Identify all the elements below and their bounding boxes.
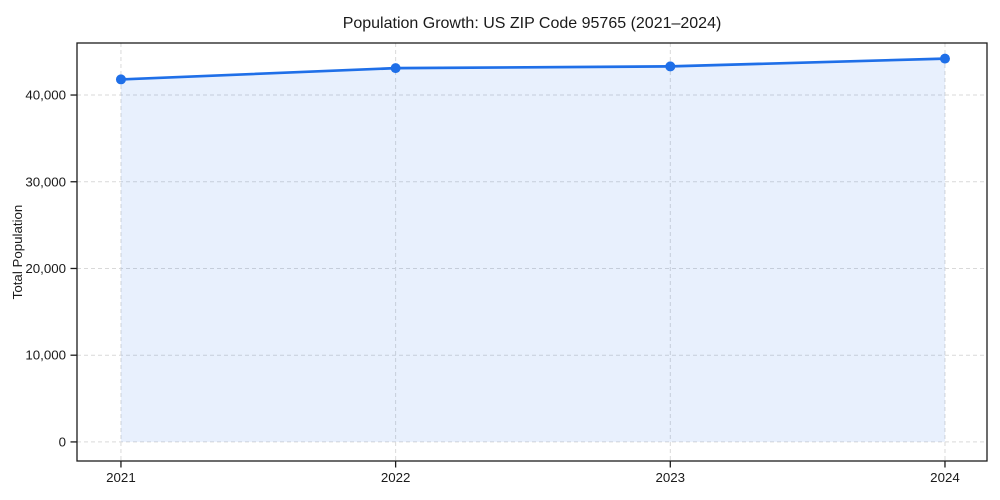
y-tick-label: 10,000 — [25, 348, 66, 363]
data-point-2024 — [939, 53, 950, 64]
chart-title: Population Growth: US ZIP Code 95765 (20… — [343, 15, 722, 32]
y-tick-label: 40,000 — [25, 88, 66, 103]
y-axis-label: Total Population — [10, 205, 25, 300]
y-tick-label: 0 — [59, 434, 66, 449]
x-tick-label: 2021 — [106, 470, 136, 485]
x-tick-label: 2023 — [656, 470, 686, 485]
axes-spines — [76, 42, 988, 462]
population-line — [119, 57, 947, 81]
x-tick-label: 2024 — [930, 470, 960, 485]
data-point-2022 — [390, 63, 401, 74]
data-point-2021 — [115, 74, 126, 85]
y-tick-label: 30,000 — [25, 174, 66, 189]
area-fill — [120, 58, 945, 442]
plot-area: 0 10,000 20,000 30,000 40,000 2021 2022 2023 202… — [25, 42, 988, 485]
data-point-2023 — [665, 61, 676, 72]
y-tick-label: 20,000 — [25, 261, 66, 276]
x-tick-label: 2022 — [381, 470, 411, 485]
